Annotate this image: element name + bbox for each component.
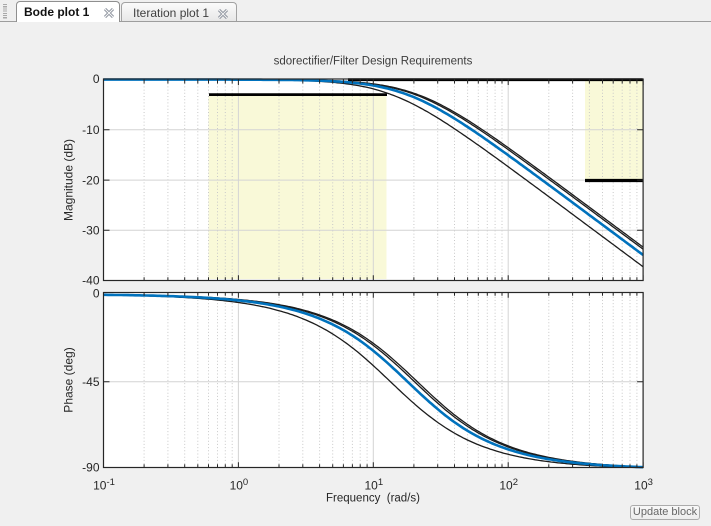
svg-text:103: 103 — [634, 477, 653, 493]
svg-text:-45: -45 — [82, 375, 100, 389]
svg-text:102: 102 — [499, 477, 518, 493]
svg-text:sdorectifier/Filter Design Req: sdorectifier/Filter Design Requirements — [274, 56, 473, 68]
svg-text:-30: -30 — [82, 224, 100, 238]
svg-text:-90: -90 — [82, 461, 100, 475]
svg-text:Magnitude (dB): Magnitude (dB) — [62, 139, 76, 221]
svg-text:10-1: 10-1 — [93, 477, 115, 493]
svg-text:100: 100 — [230, 477, 249, 493]
svg-text:Phase (deg): Phase (deg) — [62, 347, 76, 412]
svg-text:Frequency (rad/s): Frequency (rad/s) — [326, 493, 420, 505]
svg-text:-20: -20 — [82, 173, 100, 187]
svg-text:-40: -40 — [82, 274, 100, 288]
svg-text:101: 101 — [364, 477, 383, 493]
svg-text:0: 0 — [93, 287, 100, 301]
svg-text:0: 0 — [93, 72, 100, 86]
svg-text:-10: -10 — [82, 123, 100, 137]
